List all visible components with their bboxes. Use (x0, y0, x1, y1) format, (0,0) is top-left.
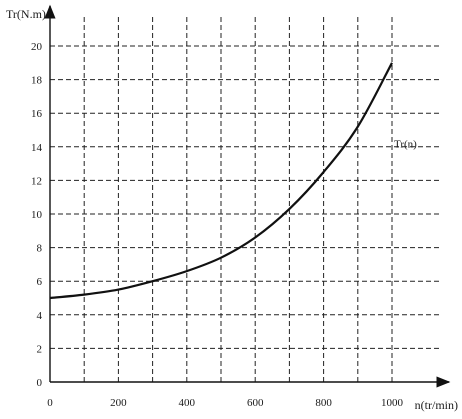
y-axis-title: Tr(N.m) (6, 7, 46, 21)
chart-tick-labels: 0 200 400 600 800 1000 0 2 4 6 8 10 12 14 16 18 20 (31, 41, 404, 409)
chart-series: Tr(n) (49, 62, 417, 300)
y-tick-label: 0 (37, 377, 43, 389)
x-tick-label: 1000 (381, 397, 404, 409)
y-tick-label: 8 (37, 243, 43, 255)
x-axis-title: n(tr/min) (415, 398, 458, 412)
x-tick-label: 200 (110, 397, 127, 409)
y-tick-label: 14 (31, 142, 43, 154)
chart-axes (44, 4, 451, 388)
chart-axis-titles: Tr(N.m) n(tr/min) (6, 7, 458, 412)
y-tick-label: 16 (31, 108, 43, 120)
x-tick-label: 800 (315, 397, 332, 409)
y-tick-label: 12 (31, 175, 42, 187)
x-tick-label: 600 (247, 397, 264, 409)
y-tick-label: 20 (31, 41, 43, 53)
x-tick-label: 0 (47, 397, 53, 409)
x-tick-label: 400 (179, 397, 196, 409)
y-tick-label: 2 (37, 343, 43, 355)
y-tick-label: 10 (31, 209, 43, 221)
chart-grid (50, 16, 441, 382)
series-line-tr-n (49, 62, 393, 300)
y-tick-label: 6 (37, 276, 43, 288)
y-tick-label: 4 (37, 310, 43, 322)
series-label-tr-n: Tr(n) (394, 138, 417, 150)
y-tick-label: 18 (31, 75, 43, 87)
